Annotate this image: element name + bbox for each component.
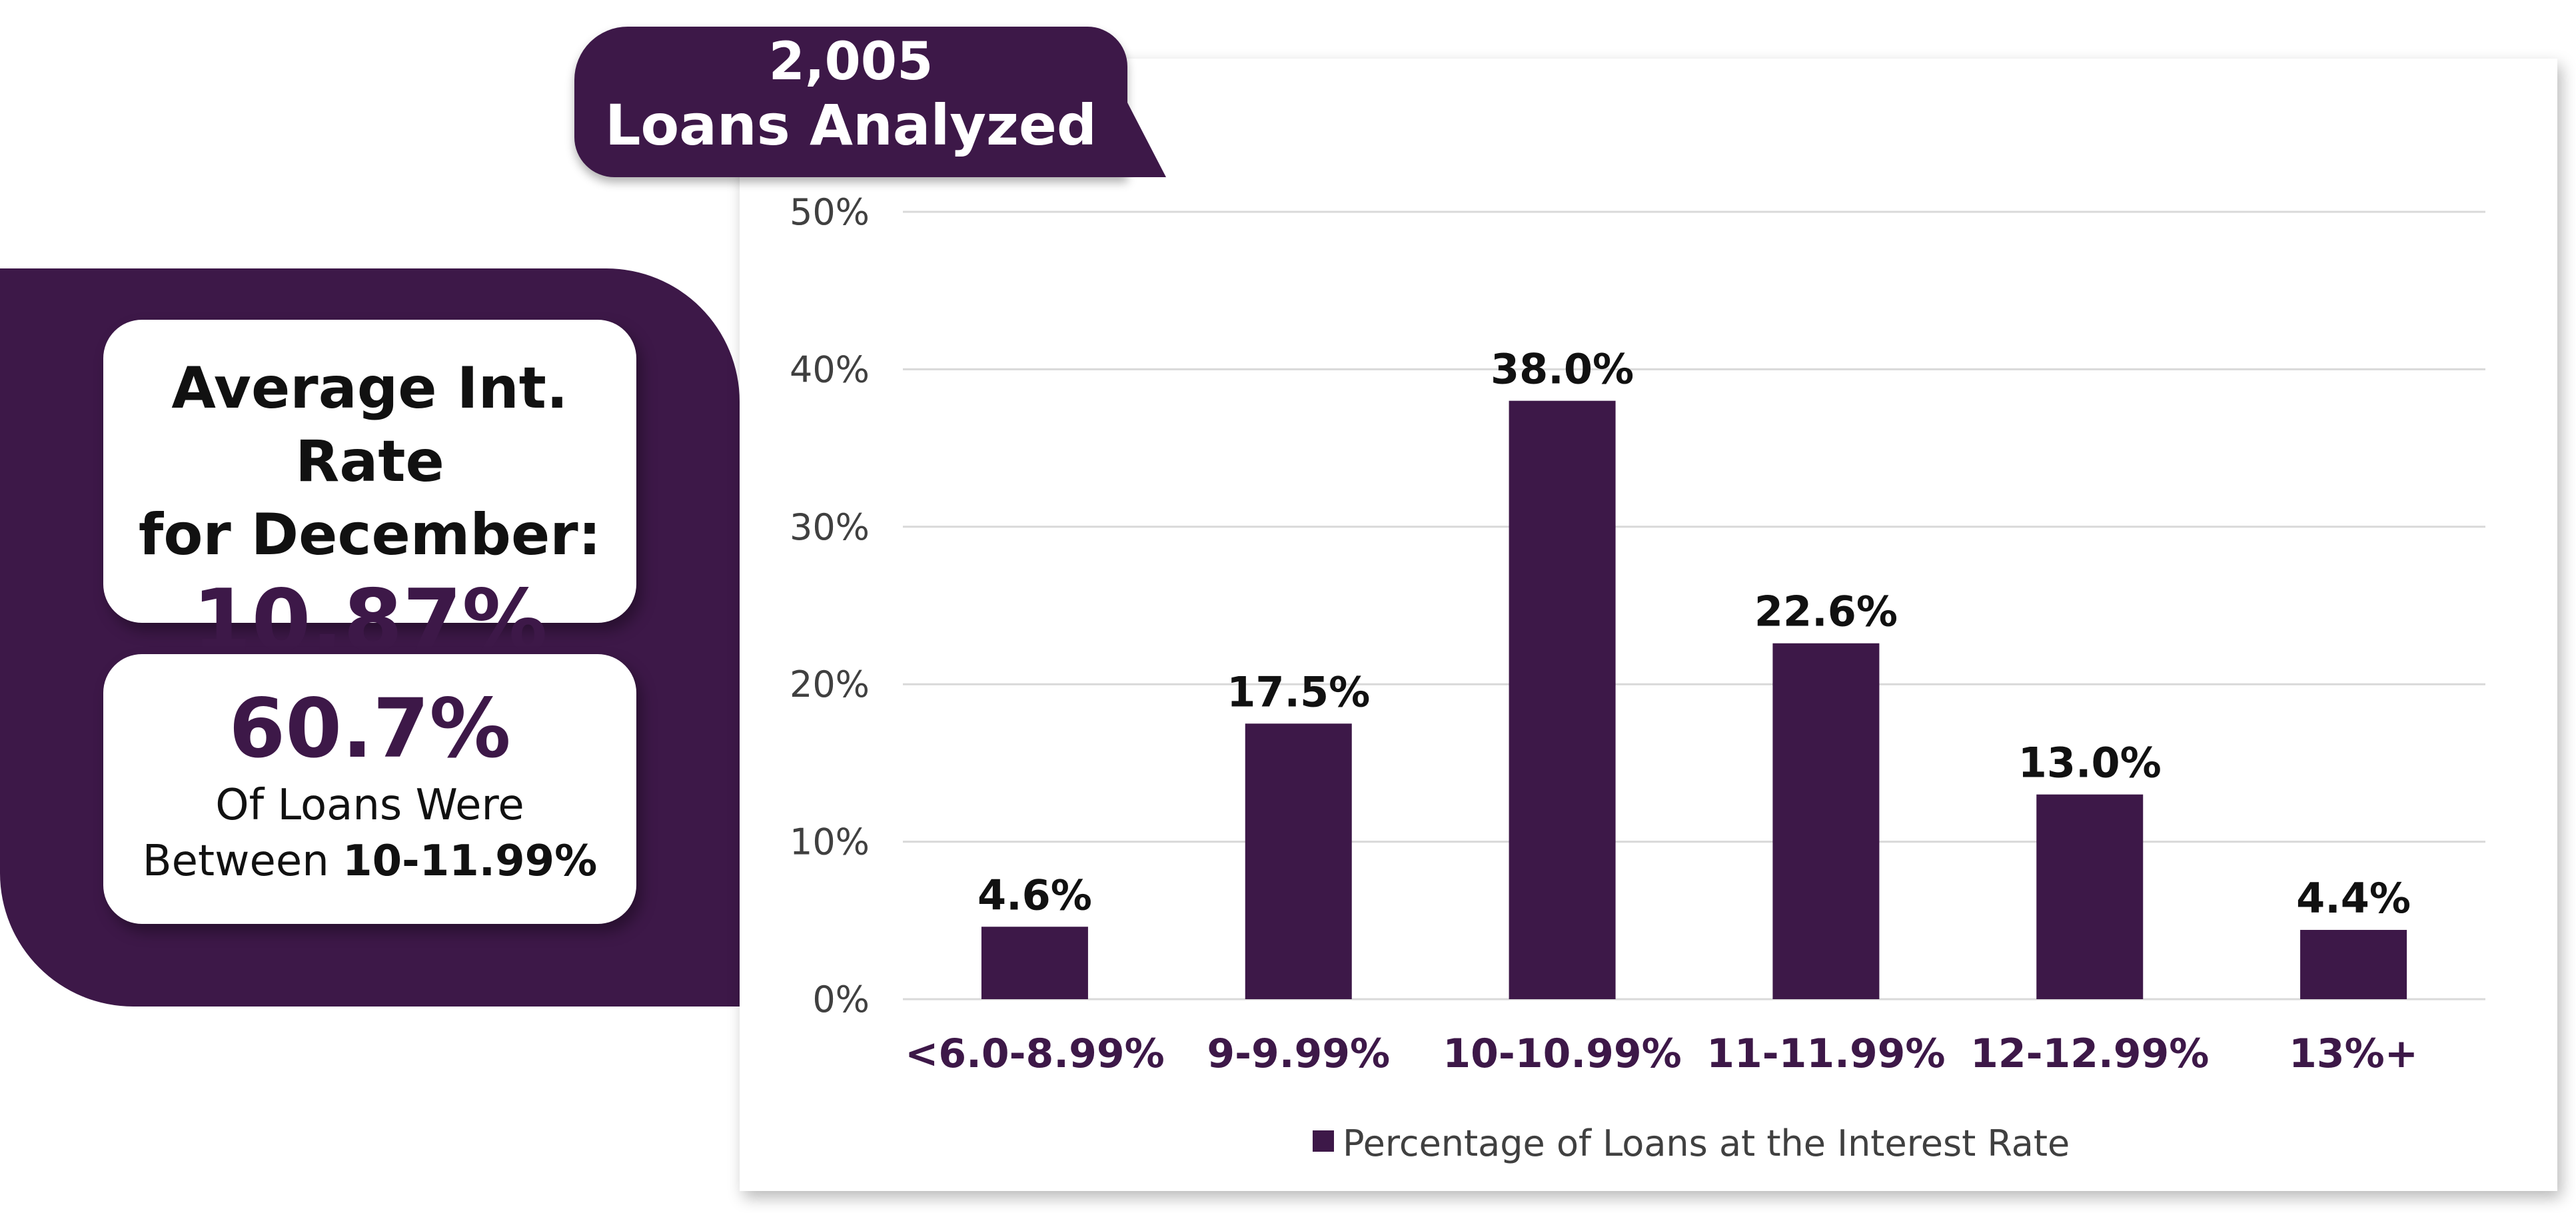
y-tick-label: 30% (790, 506, 870, 548)
data-labels: 4.6% 17.5% 38.0% 22.6% 13.0% 4.4% (977, 345, 2411, 923)
badge-tail (1127, 103, 1166, 177)
x-tick-label: 13%+ (2289, 1030, 2418, 1077)
x-tick-label: 10-10.99% (1443, 1030, 1681, 1077)
loans-analyzed-count: 2,005 (768, 32, 934, 92)
loans-analyzed-label: Loans Analyzed (605, 93, 1097, 158)
bar (1772, 643, 1880, 999)
y-axis-ticks: 0% 10% 20% 30% 40% 50% (790, 191, 870, 1020)
y-tick-label: 0% (812, 979, 870, 1020)
data-label: 13.0% (2018, 739, 2162, 787)
x-tick-label: <6.0-8.99% (905, 1030, 1165, 1077)
legend-swatch (1313, 1130, 1334, 1152)
bar (2036, 794, 2144, 999)
x-tick-label: 12-12.99% (1970, 1030, 2209, 1077)
average-rate-heading: Average Int. Rate for December: (103, 352, 636, 572)
gridlines (903, 210, 2485, 1001)
bar (981, 927, 1088, 999)
data-label: 38.0% (1491, 345, 1634, 394)
average-rate-card: Average Int. Rate for December: 10.87% (103, 320, 636, 671)
y-tick-label: 10% (790, 821, 870, 863)
x-tick-label: 11-11.99% (1706, 1030, 1945, 1077)
loan-share-value: 60.7% (229, 681, 511, 776)
data-label: 4.4% (2296, 874, 2411, 923)
legend: Percentage of Loans at the Interest Rate (1313, 1122, 2070, 1164)
loan-share-line2-prefix: Between (142, 837, 343, 886)
loan-share-line1: Of Loans Were (215, 781, 524, 830)
data-label: 17.5% (1227, 667, 1370, 716)
y-tick-label: 20% (790, 663, 870, 705)
x-axis-ticks: <6.0-8.99% 9-9.99% 10-10.99% 11-11.99% 12-12… (905, 1030, 2418, 1077)
data-label: 22.6% (1754, 588, 1898, 636)
chart-frame (740, 59, 2557, 1191)
y-tick-label: 50% (790, 191, 870, 233)
loans-analyzed-badge: 2,005 Loans Analyzed (574, 27, 1127, 177)
average-rate-heading-line2: for December: (138, 502, 602, 568)
y-tick-label: 40% (790, 348, 870, 390)
loan-share-line2: Between 10-11.99% (103, 833, 636, 889)
bars (981, 400, 2407, 999)
bar (1245, 723, 1352, 999)
bar (1509, 400, 1616, 999)
legend-label: Percentage of Loans at the Interest Rate (1343, 1122, 2070, 1164)
average-rate-heading-line1: Average Int. Rate (171, 355, 568, 495)
data-label: 4.6% (977, 871, 1092, 919)
loan-share-card: 60.7% Of Loans Were Between 10-11.99% (103, 654, 636, 924)
bar (2300, 929, 2407, 999)
x-tick-label: 9-9.99% (1207, 1030, 1390, 1077)
loan-share-range: 10-11.99% (342, 837, 598, 886)
